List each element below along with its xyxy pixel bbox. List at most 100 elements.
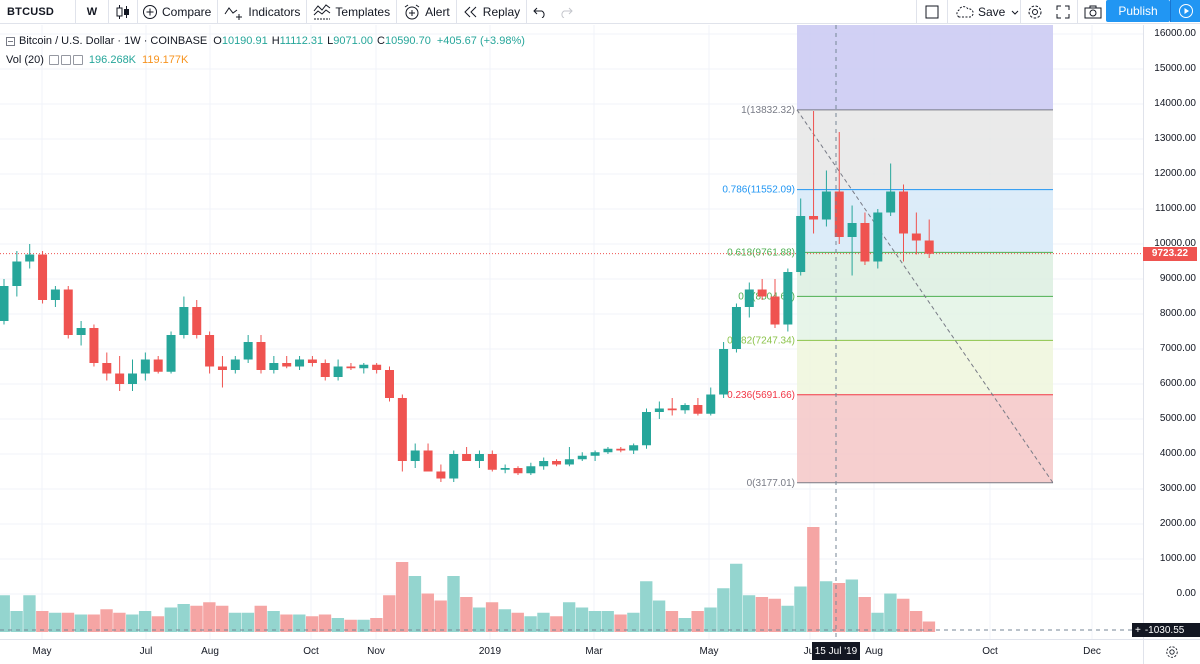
collapse-icon[interactable] [6,36,15,46]
price-axis-label: 1000.00 [1159,553,1196,564]
volume-bar [909,611,923,632]
candle-body [282,363,292,367]
candle-body [474,454,484,461]
fib-zone [797,296,1053,341]
snapshot-button[interactable] [1078,0,1108,24]
candle-body [179,307,189,335]
symbol-search[interactable]: BTCUSD [7,5,55,18]
volume-bar [344,619,357,632]
compare-label: Compare [162,4,212,19]
replay-button[interactable]: Replay [457,0,526,24]
volume-bar [87,614,100,632]
candle-body [603,448,613,453]
interval-button[interactable]: W [86,5,98,18]
candle-body [243,342,253,360]
price-axis-label: 13000.00 [1154,133,1196,144]
divider [1077,0,1078,24]
settings-button[interactable] [1021,0,1049,24]
ohlc-high: H11112.31 [271,35,324,47]
save-button[interactable]: Save [948,0,1020,24]
volume-bar [241,612,255,632]
time-axis-label: Jul [803,646,817,657]
volume-bar [318,614,332,632]
time-axis-label: Aug [201,646,219,657]
volume-bar [601,611,614,632]
publish-options-button[interactable] [1170,0,1200,22]
volume-bar [370,618,383,632]
chart-settings-corner[interactable] [1143,639,1200,664]
candle-body [539,461,549,467]
chart-pane[interactable]: 1(13832.32) 0.786(11552.09) 0.618(9761.88)… [0,25,1200,664]
fib-level-label: 0.5(8504.67) [738,291,795,302]
gear-icon [1166,646,1178,658]
plus-circle-icon [142,4,158,20]
candle-body [731,307,741,349]
candle-body [153,359,163,372]
volume-bar [575,607,589,632]
volume-bar [678,618,691,632]
candle-body [89,328,99,363]
top-toolbar: BTCUSD W Compare Indicators Templates Al… [0,0,1200,24]
close-icon[interactable] [72,55,83,65]
volume-bar [383,595,396,632]
candle-body [372,364,382,370]
candle-body [526,466,536,474]
candle-body [821,191,831,220]
fib-zone [797,340,1053,395]
price-axis-label: 14000.00 [1154,98,1196,109]
main-series-legend[interactable]: Bitcoin / U.S. Dollar · 1W · COINBASE O1… [6,34,525,48]
fib-trend-line [796,109,1054,484]
redo-button[interactable] [553,0,579,24]
fullscreen-button[interactable] [1049,0,1077,24]
candle-body [333,366,343,377]
volume-bar [922,621,936,632]
indicators-icon [224,4,244,20]
volume-bar [781,605,794,632]
candle-body [50,289,60,300]
gear-icon [1028,5,1042,19]
volume-bar [10,611,23,632]
chart-canvas[interactable]: 1(13832.32) 0.786(11552.09) 0.618(9761.88)… [0,25,1143,639]
compare-button[interactable]: Compare [138,0,217,24]
volume-bar [550,616,563,632]
volume-bar [254,605,267,632]
alert-button[interactable]: Alert [397,0,456,24]
candle-body [693,405,703,414]
time-axis-label: Dec [1083,646,1101,657]
candle-body [217,366,227,370]
publish-button[interactable]: Publish [1106,0,1170,22]
time-scale[interactable]: Dec Oct Aug Jul May Mar 2019 Nov Oct Aug Jul May 15… [0,639,1143,664]
volume-bar [113,612,126,632]
volume-legend[interactable]: Vol (20) 196.268K 119.177K [6,53,188,67]
settings-icon[interactable] [60,55,71,65]
undo-icon [533,7,545,18]
candle-body [924,240,934,254]
candle-body [320,363,330,377]
fib-zone [797,394,1053,483]
price-scale[interactable]: 16000.00 15000.00 14000.00 13000.00 12000.00… [1143,25,1200,639]
volume-bar [665,611,679,632]
volume-bar [74,614,88,632]
price-axis-label: 12000.00 [1154,168,1196,179]
rewind-icon [463,5,479,19]
volume-bar [691,611,704,632]
divider [947,0,948,24]
candle-body [719,349,729,395]
candle-body [757,289,767,297]
volume-bar [473,607,486,632]
price-axis-label: 3000.00 [1159,483,1196,494]
chart-style-button[interactable] [109,0,137,24]
candle-body [12,261,22,286]
divider [526,0,528,24]
candle-body [783,272,793,325]
volume-study-label: Vol (20) [6,54,44,66]
indicators-button[interactable]: Indicators [218,0,306,24]
undo-button[interactable] [527,0,553,24]
volume-bar [23,595,36,632]
ohlc-close: C10590.70 [377,35,431,47]
candle-body [269,363,279,370]
fullscreen-layout-button[interactable] [917,0,947,24]
divider [1020,0,1021,24]
templates-button[interactable]: Templates [307,0,396,24]
eye-icon[interactable] [48,55,59,65]
